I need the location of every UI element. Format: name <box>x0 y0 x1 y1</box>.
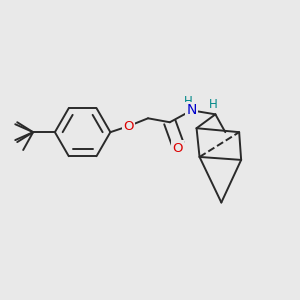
Text: O: O <box>123 120 134 133</box>
Text: N: N <box>186 103 197 117</box>
Text: H: H <box>209 98 218 111</box>
Text: H: H <box>184 95 193 108</box>
Text: O: O <box>172 142 183 154</box>
